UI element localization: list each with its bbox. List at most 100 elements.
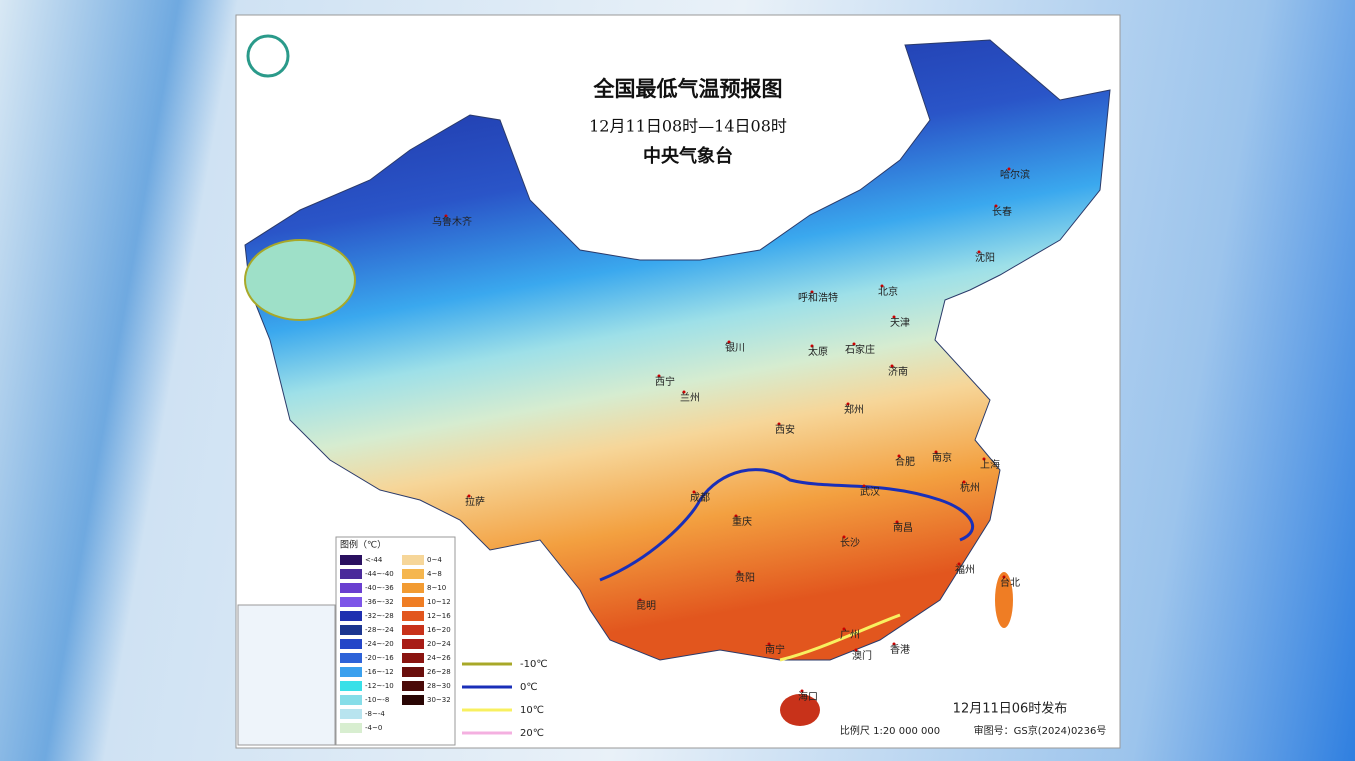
legend-label: -16~-12 [365, 668, 394, 676]
legend-label: -4~0 [365, 724, 382, 732]
china-outline [244, 39, 1111, 661]
legend-label: 24~26 [427, 654, 451, 662]
legend-swatch [340, 709, 362, 719]
city-label: 台北 [1000, 576, 1020, 589]
city-dot [977, 250, 981, 254]
legend-swatch [340, 681, 362, 691]
city-dot [777, 422, 781, 426]
city-label: 重庆 [732, 515, 752, 528]
isotherm-0 [599, 468, 974, 582]
period: 12月11日08时—14日08时 [589, 117, 787, 136]
isotherm-label: 20℃ [520, 728, 544, 739]
city-dot [737, 570, 741, 574]
legend-label: 4~8 [427, 570, 442, 578]
city-label: 济南 [888, 365, 908, 378]
city-dot [892, 642, 896, 646]
legend-swatch [402, 555, 424, 565]
city-label: 西宁 [655, 375, 675, 388]
legend-label: -10~-8 [365, 696, 389, 704]
city-label: 杭州 [960, 481, 980, 494]
legend-label: <-44 [365, 556, 383, 564]
issuer: 中央气象台 [643, 145, 733, 167]
city-label: 呼和浩特 [798, 292, 838, 304]
legend-swatch [340, 569, 362, 579]
city-label: 长沙 [840, 537, 860, 549]
city-label: 成都 [690, 492, 710, 504]
legend-label: 8~10 [427, 584, 446, 592]
inset-map [237, 604, 336, 746]
legend-title: 图例（℃） [340, 539, 386, 551]
city-label: 兰州 [680, 391, 700, 404]
city-label: 北京 [878, 285, 898, 298]
legend-swatch [402, 625, 424, 635]
city-label: 石家庄 [845, 343, 875, 356]
city-dot [897, 454, 901, 458]
city-dot [846, 402, 850, 406]
city-dot [890, 364, 894, 368]
city-dot [957, 562, 961, 566]
city-dot [934, 450, 938, 454]
city-label: 福州 [955, 563, 975, 576]
approval: 审图号：GS京(2024)0236号 [974, 724, 1107, 737]
city-dot [1007, 167, 1011, 171]
legend-swatch [402, 597, 424, 607]
city-label: 海口 [798, 690, 818, 703]
legend-label: 28~30 [427, 682, 451, 690]
legend-swatch [340, 639, 362, 649]
city-label: 澳门 [852, 649, 872, 662]
legend-label: -8~-4 [365, 710, 385, 718]
city-dot [638, 598, 642, 602]
city-dot [767, 642, 771, 646]
city-dot [994, 204, 998, 208]
legend-label: -32~-28 [365, 612, 394, 620]
city-dot [467, 494, 471, 498]
city-label: 沈阳 [975, 251, 995, 264]
legend-label: -36~-32 [365, 598, 394, 606]
legend-label: -40~-36 [365, 584, 394, 592]
city-dot [862, 484, 866, 488]
legend-swatch [402, 639, 424, 649]
legend-label: 16~20 [427, 626, 451, 634]
city-dot [842, 627, 846, 631]
city-label: 南京 [932, 451, 952, 464]
legend-label: 26~28 [427, 668, 451, 676]
isotherm-label: 10℃ [520, 705, 544, 716]
city-label: 上海 [980, 458, 1000, 471]
isotherm-label: -10℃ [520, 659, 548, 670]
city-dot [895, 520, 899, 524]
logo [246, 34, 290, 78]
legend-swatch [340, 695, 362, 705]
hainan [780, 694, 820, 726]
legend-swatch [340, 583, 362, 593]
city-label: 哈尔滨 [1000, 168, 1030, 181]
city-dot [810, 290, 814, 294]
legend-swatch [340, 667, 362, 677]
city-dot [810, 344, 814, 348]
title: 全国最低气温预报图 [593, 77, 783, 101]
legend-label: 10~12 [427, 598, 451, 606]
legend-swatch [340, 611, 362, 621]
legend-label: 0~4 [427, 556, 442, 564]
legend-swatch [340, 723, 362, 733]
city-label: 拉萨 [465, 495, 485, 508]
city-dot [880, 284, 884, 288]
city-label: 郑州 [844, 403, 864, 416]
city-label: 太原 [808, 345, 828, 358]
published: 12月11日06时发布 [953, 701, 1068, 717]
city-dot [1002, 575, 1006, 579]
legend-swatch [340, 555, 362, 565]
legend-label: -28~-24 [365, 626, 394, 634]
legend-swatch [340, 597, 362, 607]
legend-swatch [402, 611, 424, 621]
city-dot [734, 514, 738, 518]
legend-swatch [340, 625, 362, 635]
city-dot [892, 315, 896, 319]
city-label: 乌鲁木齐 [432, 215, 472, 228]
city-label: 合肥 [895, 455, 915, 468]
legend-label: -24~-20 [365, 640, 394, 648]
city-dot [962, 480, 966, 484]
city-dot [692, 490, 696, 494]
city-dot [982, 457, 986, 461]
legend-label: 20~24 [427, 640, 451, 648]
